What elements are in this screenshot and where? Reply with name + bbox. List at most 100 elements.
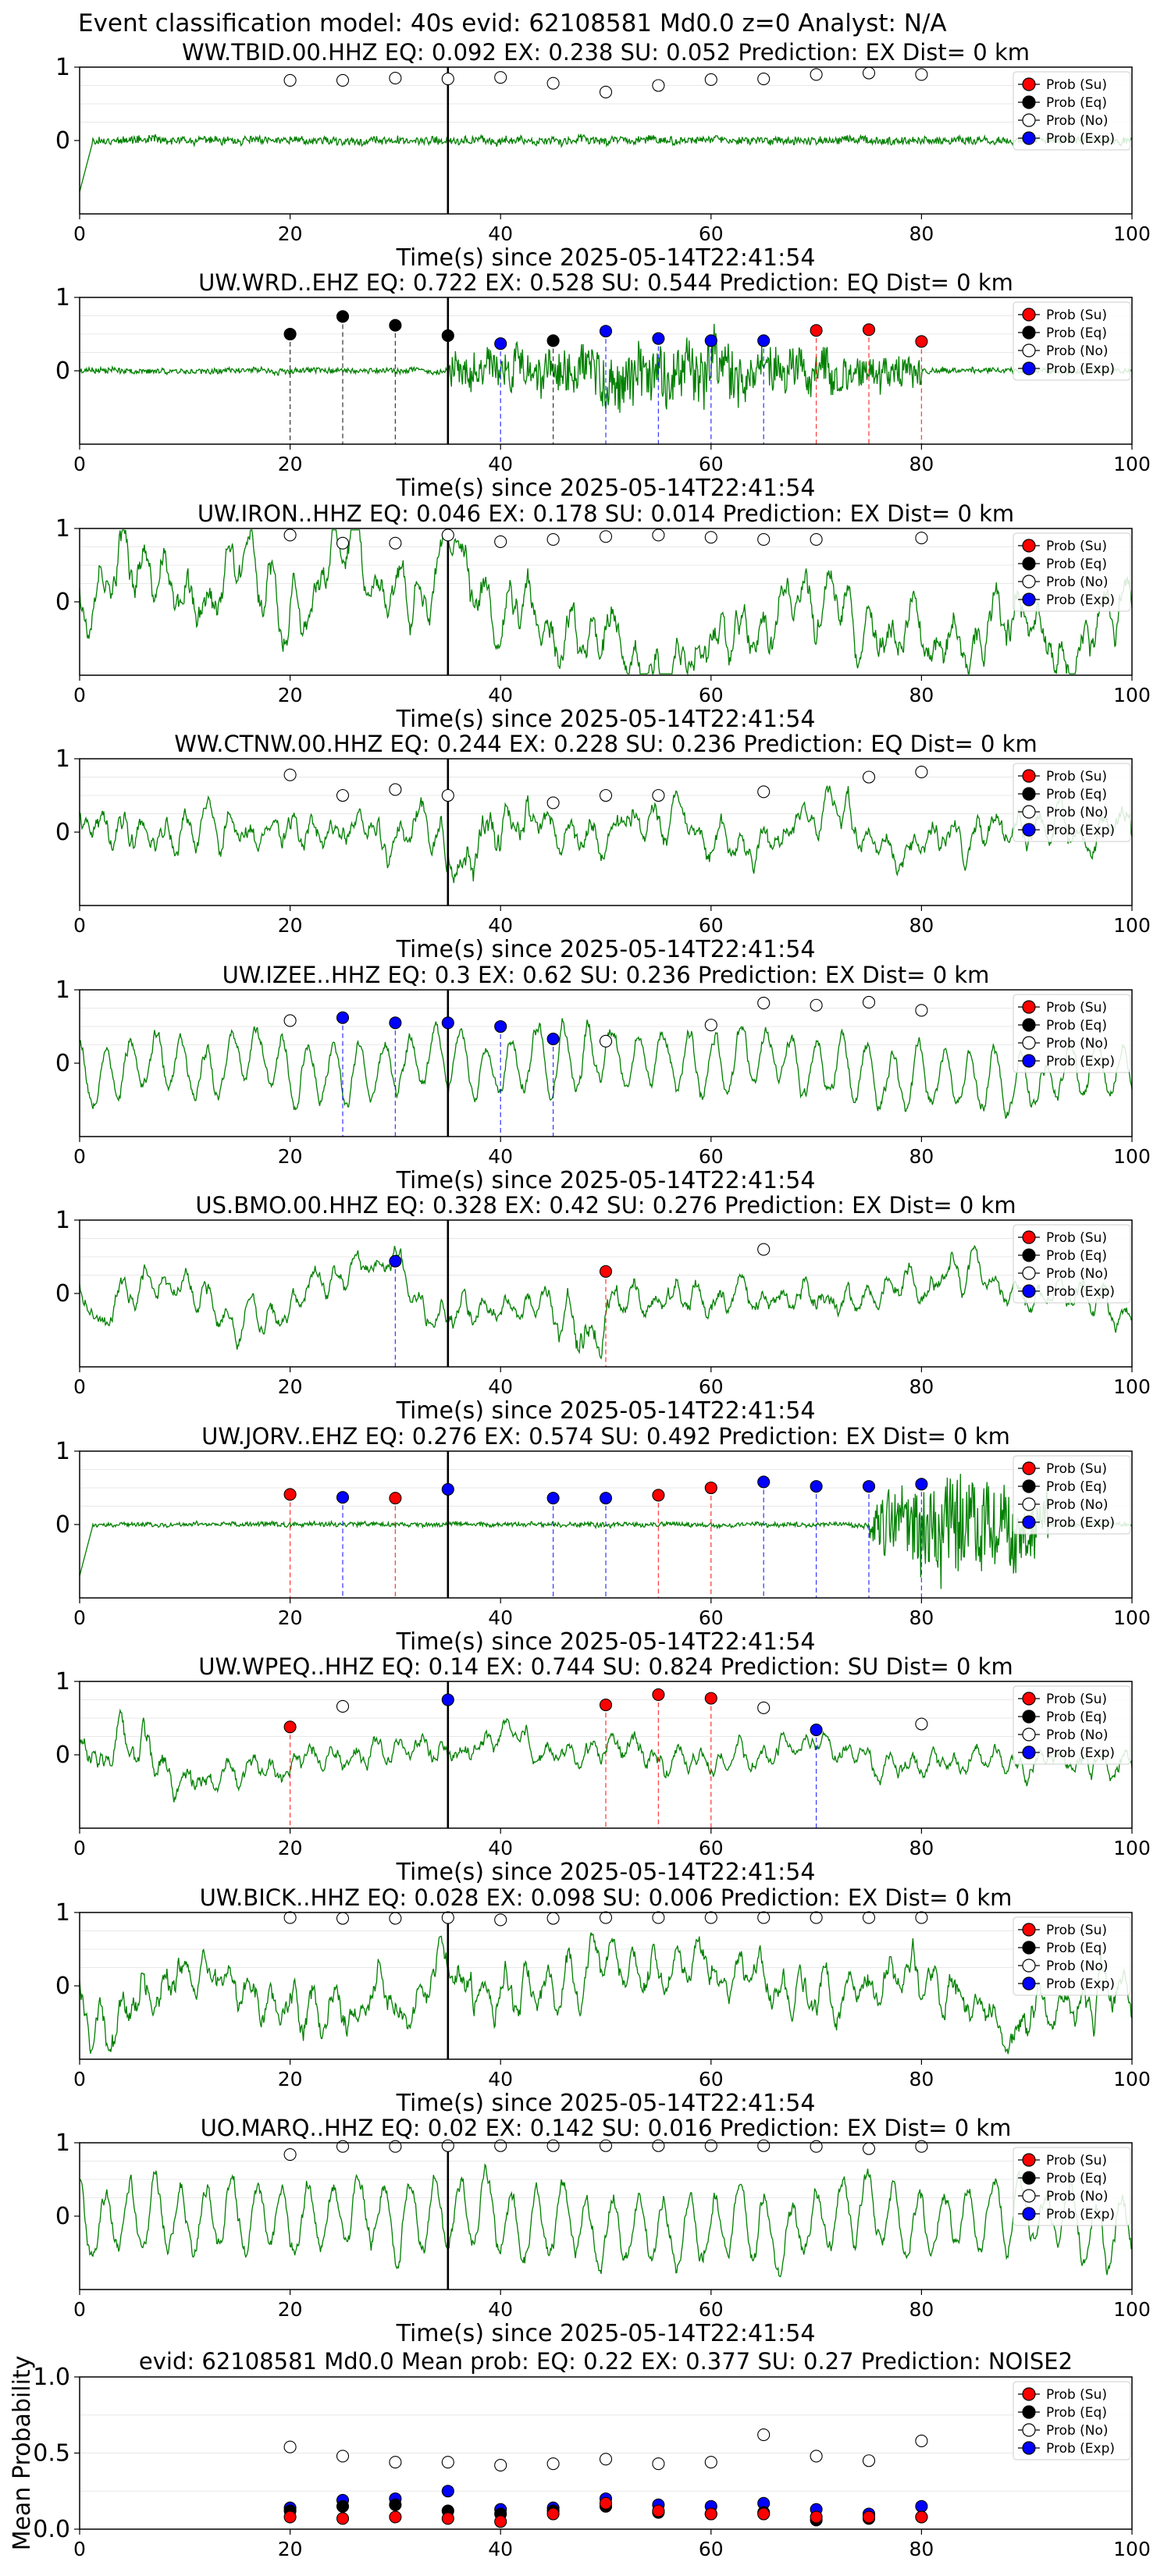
- legend: Prob (Su) Prob (Eq) Prob (No) Prob (Exp): [1013, 1224, 1131, 1304]
- mean-marker-su: [757, 2507, 771, 2521]
- legend-marker-su: [1022, 2153, 1036, 2167]
- mean-marker-exp: [915, 2500, 928, 2513]
- x-tick-label: 0: [73, 453, 86, 475]
- legend-label-exp: Prob (Exp): [1046, 823, 1115, 838]
- prob-marker-exp: [336, 1011, 350, 1024]
- axes-frame: [79, 528, 1133, 676]
- legend: Prob (Su) Prob (Eq) Prob (No) Prob (Exp): [1013, 1916, 1131, 1996]
- mean-marker-su: [810, 2510, 823, 2524]
- prob-marker-no: [599, 530, 613, 543]
- x-tick-label: 0: [73, 1145, 86, 1168]
- legend-frame: [1013, 994, 1131, 1073]
- x-axis-label: Time(s) since 2025-05-14T22:41:54: [396, 2090, 816, 2117]
- prob-marker-su: [599, 1265, 613, 1278]
- x-tick-label: 100: [1113, 2068, 1151, 2090]
- mean-marker-su: [441, 2512, 454, 2525]
- y-tick-label: 1: [55, 1438, 70, 1465]
- legend-label-su: Prob (Su): [1046, 1461, 1107, 1477]
- x-tick-label: 80: [909, 222, 934, 245]
- mean-marker-no: [441, 2456, 454, 2469]
- prob-marker-exp: [810, 1480, 823, 1493]
- prob-marker-no: [494, 535, 507, 548]
- panel-title: UW.JORV..EHZ EQ: 0.276 EX: 0.574 SU: 0.4…: [201, 1423, 1010, 1450]
- legend-label-su: Prob (Su): [1046, 1000, 1107, 1016]
- prob-marker-no: [283, 1911, 297, 1924]
- x-tick-label: 80: [909, 2298, 934, 2321]
- x-tick-label: 40: [488, 453, 513, 475]
- y-tick-label: 1: [55, 515, 70, 543]
- x-tick-label: 100: [1113, 222, 1151, 245]
- legend-label-eq: Prob (Eq): [1046, 1479, 1107, 1495]
- mean-marker-su: [652, 2504, 665, 2517]
- prob-marker-su: [652, 1489, 665, 1502]
- prob-marker-no: [599, 1911, 613, 1924]
- x-tick-label: 100: [1113, 684, 1151, 706]
- legend-label-no: Prob (No): [1046, 575, 1109, 590]
- legend-label-no: Prob (No): [1046, 805, 1109, 820]
- prob-marker-no: [652, 788, 665, 802]
- mean-marker-no: [546, 2457, 560, 2471]
- legend-marker-su: [1022, 1923, 1036, 1937]
- prob-marker-su: [652, 1688, 665, 1701]
- y-tick-label: 1: [55, 977, 70, 1004]
- legend: Prob (Su) Prob (Eq) Prob (No) Prob (Exp): [1013, 532, 1131, 612]
- y-tick-label: 0: [55, 2203, 70, 2230]
- prob-marker-no: [757, 996, 771, 1009]
- prob-marker-no: [389, 536, 402, 550]
- legend-marker-exp: [1022, 2441, 1036, 2455]
- prob-marker-no: [441, 1911, 454, 1924]
- x-tick-label: 0: [73, 1837, 86, 1859]
- prob-marker-exp: [389, 1254, 402, 1268]
- legend-label-eq: Prob (Eq): [1046, 326, 1107, 341]
- y-tick-label: 1: [55, 1899, 70, 1927]
- y-tick-label: 0: [55, 1511, 70, 1539]
- mean-marker-su: [704, 2507, 717, 2521]
- prob-marker-no: [441, 2139, 454, 2152]
- legend-marker-exp: [1022, 1515, 1036, 1529]
- x-tick-label: 40: [488, 1375, 513, 1398]
- legend-label-eq: Prob (Eq): [1046, 1941, 1107, 1956]
- x-axis-label: Time(s) since 2025-05-14T22:41:54: [396, 475, 816, 502]
- x-tick-label: 80: [909, 2538, 934, 2560]
- legend-marker-su: [1022, 769, 1036, 783]
- prob-marker-eq: [336, 310, 350, 323]
- legend-marker-no: [1022, 2189, 1036, 2203]
- mean-marker-eq: [389, 2498, 402, 2511]
- x-tick-label: 80: [909, 914, 934, 937]
- mean-marker-no: [757, 2428, 771, 2442]
- x-axis-label: Time(s) since 2025-05-14T22:41:54: [396, 1167, 816, 1194]
- x-axis-label: Time(s) since 2025-05-14T22:41:54: [396, 1859, 816, 1886]
- y-tick-label: 0: [55, 1050, 70, 1077]
- prob-marker-no: [915, 1911, 928, 1924]
- legend-label-eq: Prob (Eq): [1046, 1710, 1107, 1725]
- prob-marker-su: [389, 1492, 402, 1505]
- x-tick-label: 100: [1113, 2298, 1151, 2321]
- prob-marker-no: [862, 995, 876, 1009]
- mean-marker-su: [546, 2507, 560, 2521]
- legend-marker-su: [1022, 539, 1036, 553]
- x-axis-label: Time(s) since 2025-05-14T22:41:54: [396, 706, 816, 733]
- mean-marker-no: [389, 2456, 402, 2469]
- x-tick-label: 60: [699, 684, 724, 706]
- legend-label-no: Prob (No): [1046, 1727, 1109, 1743]
- legend-frame: [1013, 2381, 1131, 2460]
- prob-marker-su: [283, 1720, 297, 1734]
- legend-label-su: Prob (Su): [1046, 308, 1107, 323]
- x-tick-label: 100: [1113, 1375, 1151, 1398]
- x-tick-label: 60: [699, 453, 724, 475]
- legend-label-no: Prob (No): [1046, 1959, 1109, 1974]
- mean-marker-no: [862, 2454, 876, 2467]
- panel-title: WW.CTNW.00.HHZ EQ: 0.244 EX: 0.228 SU: 0…: [174, 731, 1037, 757]
- prob-marker-no: [599, 85, 613, 99]
- x-tick-label: 0: [73, 1375, 86, 1398]
- x-tick-label: 40: [488, 2068, 513, 2090]
- panel-1: WW.TBID.00.HHZ EQ: 0.092 EX: 0.238 SU: 0…: [55, 39, 1151, 272]
- y-tick-label: 0: [55, 358, 70, 385]
- legend-label-eq: Prob (Eq): [1046, 1018, 1107, 1034]
- mean-marker-no: [652, 2457, 665, 2471]
- y-tick-label: 1: [55, 1668, 70, 1695]
- prob-marker-exp: [810, 1723, 823, 1737]
- x-axis-label: Time(s) since 2025-05-14T22:41:54: [396, 936, 816, 963]
- prob-marker-eq: [441, 329, 454, 342]
- x-tick-label: 20: [278, 453, 303, 475]
